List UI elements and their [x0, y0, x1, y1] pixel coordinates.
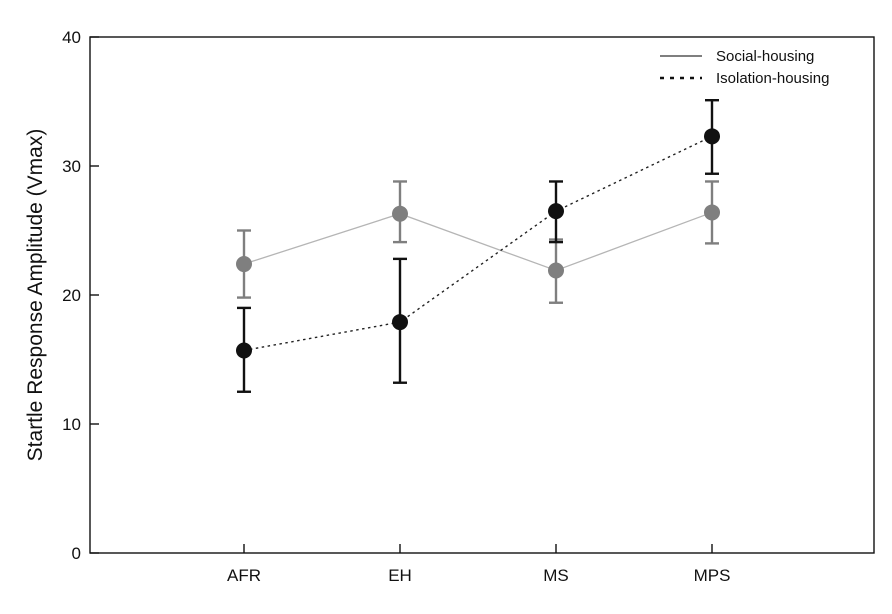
legend: Social-housing Isolation-housing: [660, 48, 829, 87]
data-points: [236, 128, 720, 359]
plot-frame: [89, 36, 875, 554]
y-tick-label: 40: [62, 28, 81, 47]
data-point: [236, 342, 252, 359]
x-tick-label: MPS: [694, 566, 731, 585]
y-axis: 0 10 20 30 40: [62, 28, 99, 563]
y-tick-label: 0: [72, 544, 81, 563]
y-tick-label: 10: [62, 415, 81, 434]
x-axis: AFR EH MS MPS: [227, 544, 730, 585]
x-tick-label: AFR: [227, 566, 261, 585]
error-bars: [237, 99, 719, 393]
legend-label: Social-housing: [716, 48, 814, 65]
series-line-social-housing: [243, 211, 713, 272]
data-point: [704, 128, 720, 145]
data-point: [392, 314, 408, 331]
x-tick-label: EH: [388, 566, 412, 585]
series-line-isolation-housing: [243, 135, 713, 352]
series-lines: [243, 135, 713, 352]
data-point: [392, 205, 408, 222]
data-point: [548, 262, 564, 279]
data-point: [236, 256, 252, 273]
data-point: [704, 204, 720, 221]
y-tick-label: 30: [62, 157, 81, 176]
x-tick-label: MS: [543, 566, 569, 585]
y-axis-title: Startle Response Amplitude (Vmax): [24, 129, 47, 462]
data-point: [548, 203, 564, 220]
legend-label: Isolation-housing: [716, 70, 829, 87]
y-tick-label: 20: [62, 286, 81, 305]
